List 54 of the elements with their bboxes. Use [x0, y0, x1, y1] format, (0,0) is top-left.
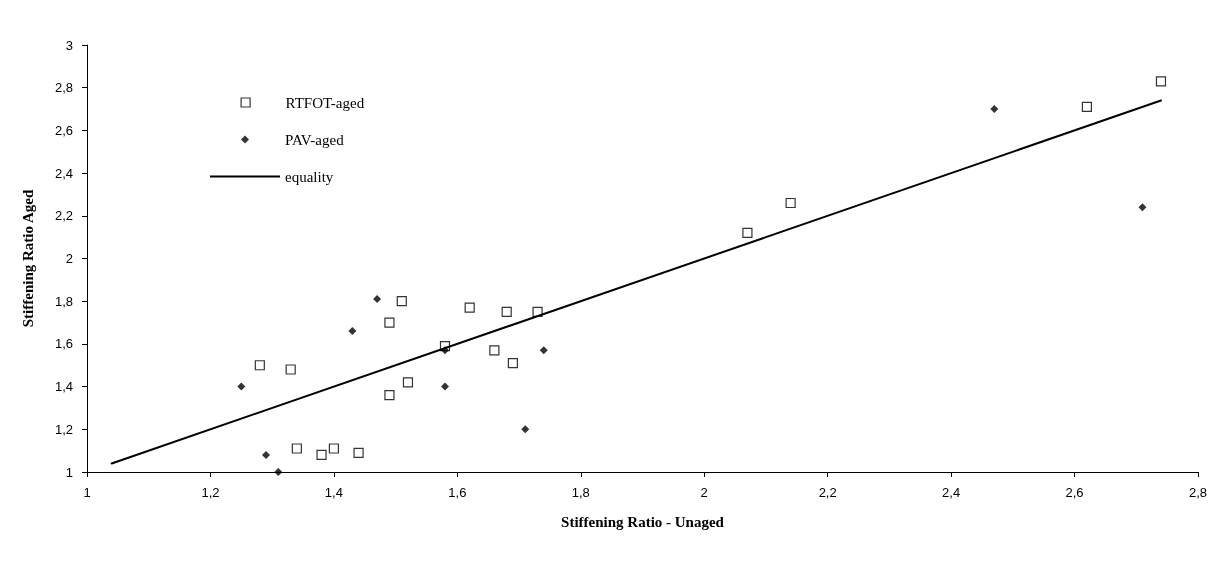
x-tick-label: 1,6: [448, 485, 467, 500]
x-tick-label: 2,6: [1065, 485, 1084, 500]
point: [1081, 101, 1092, 113]
point: [237, 382, 246, 391]
point: [384, 317, 395, 328]
point: [507, 358, 518, 369]
y-tick-label: 1,8: [54, 293, 73, 309]
point: [489, 345, 500, 356]
point: [539, 346, 548, 355]
point: [1155, 76, 1167, 87]
point: [440, 382, 449, 391]
legend-label: PAV-aged: [285, 131, 345, 148]
x-tick-label: 2,4: [942, 485, 961, 500]
x-tick-label: 2,2: [818, 485, 837, 500]
y-tick-label: 2,6: [54, 122, 73, 138]
y-tick-label: 2,8: [54, 80, 73, 96]
x-tick-label: 1,2: [201, 485, 220, 500]
point: [261, 450, 270, 459]
point: [353, 447, 364, 458]
point: [396, 296, 407, 307]
x-tick-label: 2,8: [1188, 485, 1208, 500]
point: [328, 443, 339, 454]
y-tick-label: 1,2: [54, 421, 73, 437]
point: [785, 197, 796, 209]
legend-label: RTFOT-aged: [285, 94, 365, 111]
point: [348, 327, 357, 336]
point: [254, 360, 265, 371]
point: [464, 302, 475, 313]
y-axis-title: Stiffening Ratio Aged: [19, 189, 36, 328]
point: [291, 443, 302, 454]
legend-label: equality: [285, 168, 334, 185]
point: [742, 227, 753, 238]
point: [521, 425, 530, 434]
y-tick-label: 2,2: [54, 208, 73, 224]
x-tick-label: 1,4: [324, 485, 343, 500]
point: [402, 377, 414, 388]
point: [285, 364, 296, 375]
y-tick-label: 1,4: [54, 379, 73, 395]
y-tick-label: 1: [65, 464, 73, 480]
point: [501, 306, 512, 317]
x-axis-title: Stiffening Ratio - Unaged: [561, 513, 725, 530]
point: [384, 390, 395, 401]
x-tick-label: 2: [700, 485, 708, 500]
y-tick-label: 2,4: [54, 165, 73, 181]
point: [1138, 203, 1147, 212]
y-tick-label: 3: [65, 37, 73, 53]
x-tick-label: 1,8: [571, 485, 590, 500]
y-tick-label: 1,6: [54, 336, 73, 352]
point: [373, 295, 382, 304]
point: [274, 468, 283, 476]
point: [990, 105, 999, 114]
point: [316, 449, 327, 461]
x-tick-label: 1: [83, 485, 91, 500]
y-tick-label: 2: [65, 251, 73, 266]
